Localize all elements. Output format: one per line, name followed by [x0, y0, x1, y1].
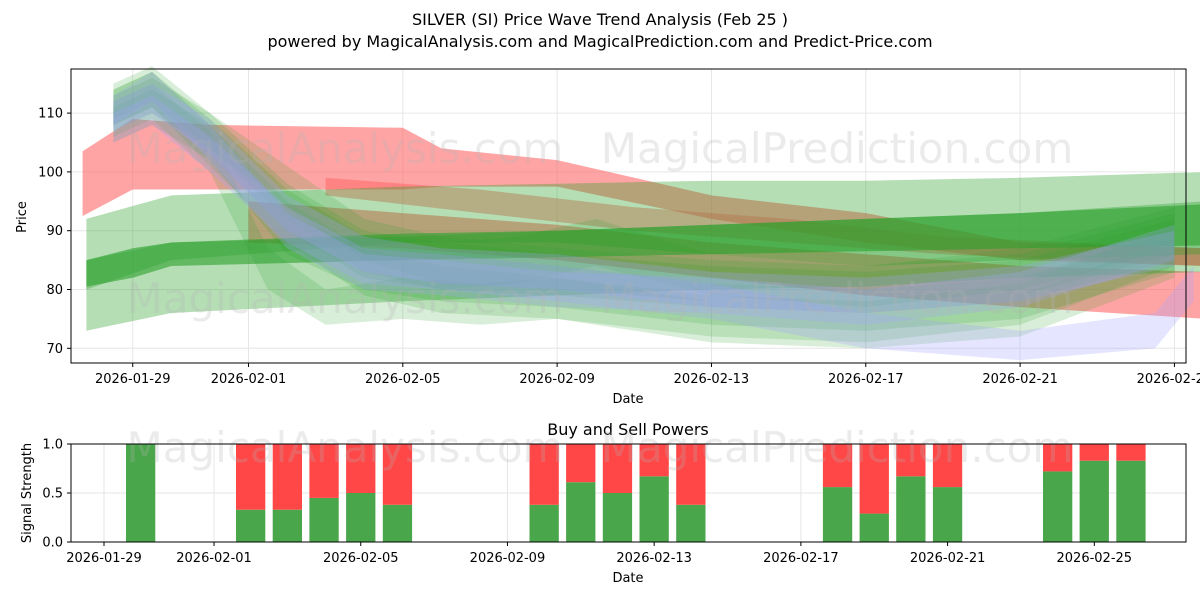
price-xtick-label-0: 2026-01-29: [95, 372, 171, 387]
green-ghost-4-band: [113, 71, 1175, 308]
price-axis-ticks: 2026-01-29 2026-02-01 2026-02-05 2026-02-09…: [38, 107, 1200, 387]
watermark-analysis-2: MagicalAnalysis.com: [127, 274, 564, 323]
sell-bar-4: [346, 444, 376, 493]
buy-bar-7: [566, 482, 596, 542]
sell-bar-10: [676, 444, 706, 505]
blue-ghost-2-band: [113, 83, 1175, 313]
sell-bar-8: [602, 444, 633, 493]
sell-bar-16: [1079, 444, 1109, 461]
green-ghost-2-band: [113, 77, 1175, 313]
blue-ghost-1-band: [113, 95, 1194, 361]
power-ytick-label-1: 0.5: [42, 487, 63, 502]
buy-bar-0: [126, 444, 156, 542]
buy-bar-13: [896, 476, 926, 542]
power-xtick-label-1: 2026-02-01: [176, 551, 252, 566]
sell-bar-17: [1116, 444, 1146, 461]
buy-bar-14: [932, 487, 963, 542]
price-ytick-label-4: 110: [38, 107, 63, 122]
price-xtick-label-6: 2026-02-21: [982, 372, 1058, 387]
power-xtick-label-6: 2026-02-21: [910, 551, 986, 566]
price-xlabel: Date: [612, 392, 643, 407]
buy-bar-17: [1116, 460, 1146, 542]
power-ylabel: Signal Strength: [20, 443, 35, 543]
power-ytick-label-2: 1.0: [42, 438, 63, 453]
sell-bar-6: [529, 444, 559, 505]
power-bars: [126, 444, 1146, 542]
power-ytick-label-0: 0.0: [42, 536, 63, 551]
sell-bar-15: [1043, 444, 1073, 472]
price-wave-bands: [82, 66, 1200, 361]
power-xtick-label-2: 2026-02-05: [323, 551, 399, 566]
sell-bar-13: [896, 444, 926, 477]
price-xtick-label-7: 2026-02-25: [1137, 372, 1200, 387]
buy-bar-6: [529, 504, 559, 542]
buy-bar-2: [272, 509, 302, 542]
buy-bar-10: [676, 504, 706, 542]
price-ytick-label-3: 100: [38, 165, 63, 180]
red-wave-low-band: [248, 201, 1200, 319]
green-ghost-1-band: [113, 71, 1175, 343]
power-watermarks: MagicalAnalysis.com MagicalPrediction.co…: [127, 423, 1074, 472]
figure-title: SILVER (SI) Price Wave Trend Analysis (F…: [412, 10, 788, 29]
price-xtick-label-4: 2026-02-13: [674, 372, 750, 387]
price-plot-frame: [70, 68, 1187, 364]
power-xtick-label-4: 2026-02-13: [616, 551, 692, 566]
buy-bar-4: [346, 493, 376, 542]
price-ylabel: Price: [15, 201, 30, 233]
buy-bar-8: [602, 493, 633, 542]
power-chart: Buy and Sell Powers MagicalAnalysis.com …: [20, 420, 1187, 586]
buy-bar-5: [382, 504, 413, 542]
power-axis-ticks: 2026-01-29 2026-02-01 2026-02-05 2026-02-09…: [42, 438, 1132, 567]
power-xlabel: Date: [612, 571, 643, 586]
price-xtick-label-5: 2026-02-17: [828, 372, 904, 387]
watermark-prediction-2: MagicalPrediction.com: [601, 274, 1074, 323]
sell-bar-1: [236, 444, 266, 510]
price-ytick-label-0: 70: [46, 342, 63, 357]
price-ytick-label-1: 80: [46, 283, 63, 298]
sell-bar-14: [932, 444, 963, 488]
green-narrow-band: [86, 204, 1200, 287]
price-watermarks: MagicalAnalysis.com MagicalPrediction.co…: [127, 124, 1074, 323]
sell-bar-9: [639, 444, 669, 477]
power-xtick-label-3: 2026-02-09: [470, 551, 546, 566]
sell-bar-7: [566, 444, 596, 483]
sell-bar-12: [859, 444, 889, 514]
watermark-analysis-3: MagicalAnalysis.com: [127, 423, 564, 472]
green-ghost-6-band: [113, 66, 1175, 308]
buy-bar-9: [639, 476, 669, 542]
watermark-analysis: MagicalAnalysis.com: [127, 124, 564, 173]
sell-bar-2: [272, 444, 302, 510]
buy-bar-12: [859, 513, 889, 542]
sell-bar-11: [822, 444, 853, 488]
price-xtick-label-3: 2026-02-09: [519, 372, 595, 387]
price-xtick-label-1: 2026-02-01: [211, 372, 287, 387]
sell-bar-5: [382, 444, 413, 505]
buy-bar-15: [1043, 471, 1073, 542]
buy-bar-11: [822, 487, 853, 542]
watermark-prediction: MagicalPrediction.com: [601, 124, 1074, 173]
power-xtick-label-0: 2026-01-29: [66, 551, 142, 566]
green-ghost-3-band: [113, 83, 1175, 349]
power-title: Buy and Sell Powers: [547, 420, 709, 439]
green-ghost-5-band: [113, 89, 1175, 331]
buy-bar-3: [309, 497, 339, 542]
power-xtick-label-5: 2026-02-17: [763, 551, 839, 566]
price-chart: MagicalAnalysis.com MagicalPrediction.co…: [15, 66, 1200, 407]
price-xtick-label-2: 2026-02-05: [365, 372, 441, 387]
figure-subtitle: powered by MagicalAnalysis.com and Magic…: [267, 32, 932, 51]
buy-bar-16: [1079, 460, 1109, 542]
buy-bar-1: [236, 509, 266, 542]
power-xtick-label-7: 2026-02-25: [1057, 551, 1133, 566]
watermark-prediction-3: MagicalPrediction.com: [601, 423, 1074, 472]
blue-ghost-3-band: [113, 71, 1175, 325]
price-ytick-label-2: 90: [46, 224, 63, 239]
sell-bar-3: [309, 444, 339, 498]
